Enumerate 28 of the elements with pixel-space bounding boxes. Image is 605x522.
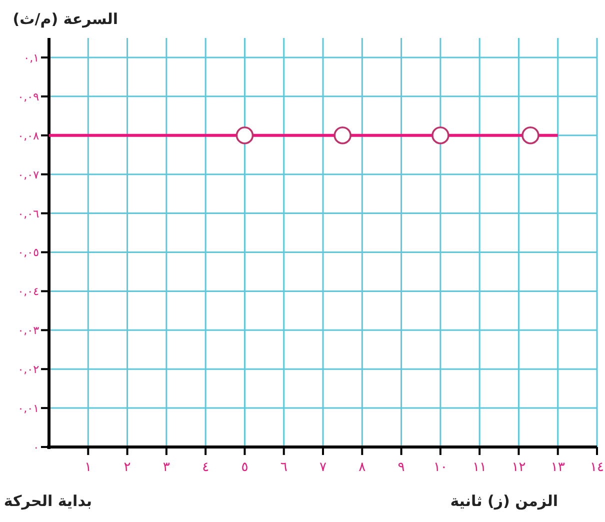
x-tick-label: ٨ xyxy=(358,460,366,475)
x-tick-label: ٦ xyxy=(280,460,288,475)
x-tick-label: ١١ xyxy=(472,460,487,475)
x-tick-label: ٢ xyxy=(124,460,131,475)
y-axis-title: السرعة (م/ث) xyxy=(12,10,118,28)
x-tick-label: ١٣ xyxy=(550,460,565,475)
x-tick-label: ١٠ xyxy=(433,460,448,475)
x-tick-label: ١٢ xyxy=(512,460,526,475)
y-tick-label: ٠,٠٩ xyxy=(18,90,40,104)
y-tick-label: ٠ xyxy=(33,441,39,454)
x-tick-label: ٧ xyxy=(320,460,327,475)
y-tick-label: ٠,٠٣ xyxy=(18,324,40,338)
y-tick-label: ٠,٠٨ xyxy=(18,129,40,142)
x-tick-label: ٣ xyxy=(162,460,170,475)
y-tick-label: ٠,٠٥ xyxy=(18,246,40,260)
y-tick-label: ٠,١ xyxy=(24,51,39,64)
x-tick-label: ٥ xyxy=(241,460,248,475)
y-tick-label: ٠,٠٢ xyxy=(18,363,40,376)
text: بداية الحركة xyxy=(4,492,92,510)
y-tick-label: ٠,٠٤ xyxy=(18,285,40,298)
x-tick-label: ٩ xyxy=(398,460,405,475)
x-axis-title: الزمن (ز) ثانية xyxy=(450,492,558,510)
y-tick-label: ٠,٠٦ xyxy=(18,207,40,220)
x-tick-label: ١٤ xyxy=(590,460,604,475)
y-tick-label: ٠,٠٧ xyxy=(18,168,40,182)
y-tick-label: ٠,٠١ xyxy=(18,402,39,416)
x-tick-label: ١ xyxy=(84,460,92,475)
x-tick-label: ٤ xyxy=(202,460,210,475)
